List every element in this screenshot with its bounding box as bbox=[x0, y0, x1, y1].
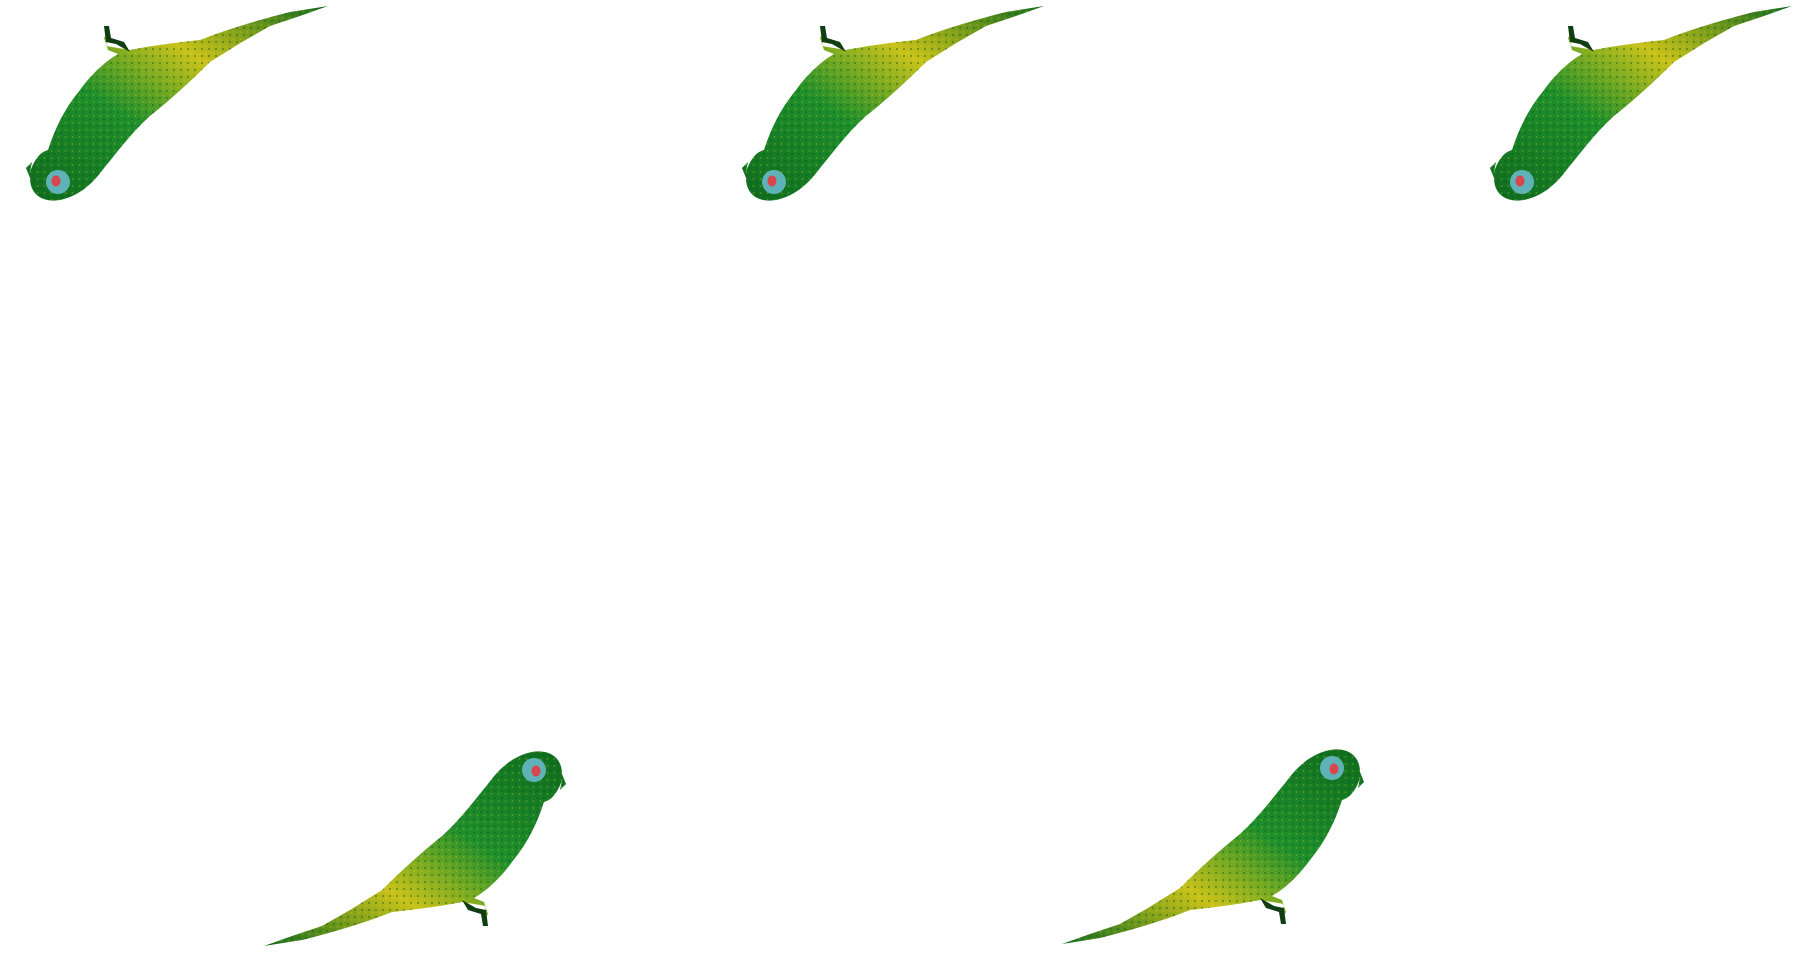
parakeet-illustration bbox=[706, 2, 1046, 212]
parakeet-eye bbox=[51, 175, 61, 187]
parakeet-eye bbox=[1329, 763, 1339, 775]
parakeet-foot bbox=[1260, 898, 1286, 924]
parakeet-foot bbox=[1568, 26, 1594, 52]
parakeet-foot bbox=[104, 26, 130, 52]
parakeet-illustration bbox=[0, 2, 330, 212]
parakeet-illustration bbox=[262, 740, 602, 950]
parakeet-illustration bbox=[1454, 2, 1794, 212]
parakeet-eye bbox=[1515, 175, 1525, 187]
parakeet-eye bbox=[767, 175, 777, 187]
parakeet-foot bbox=[820, 26, 846, 52]
parakeet-eye bbox=[531, 765, 541, 777]
parakeet-foot bbox=[462, 900, 488, 926]
parakeet-illustration bbox=[1060, 738, 1400, 948]
